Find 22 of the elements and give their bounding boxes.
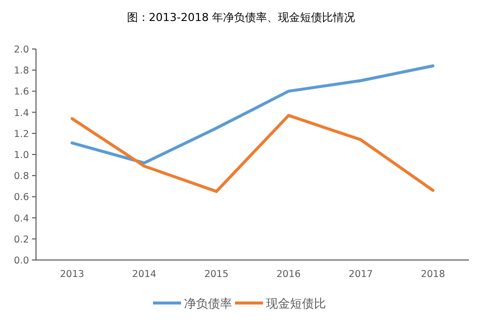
x-tick-label: 2015 [204, 269, 229, 280]
line-series [70, 64, 434, 164]
x-tick-label: 2017 [348, 269, 373, 280]
y-tick-label: 1.0 [14, 150, 29, 161]
y-tick-label: 0.6 [14, 192, 29, 204]
x-tick-label: 2013 [60, 269, 84, 280]
y-tick-label: 0.2 [14, 234, 29, 246]
x-tick-label: 2018 [420, 269, 446, 280]
y-tick-label: 0.0 [14, 256, 29, 266]
y-tick-label: 1.6 [14, 86, 29, 98]
y-tick-label: 1.2 [14, 128, 29, 140]
y-tick-label: 1.4 [14, 108, 29, 119]
x-tick-label: 2014 [132, 269, 156, 280]
line-series [70, 114, 434, 193]
chart-title: 图：2013-2018 年净负债率、现金短债比情况 [126, 11, 356, 24]
legend-label: 现金短债比 [266, 296, 326, 310]
x-tick-label: 2016 [276, 269, 301, 280]
y-tick-label: 0.8 [14, 171, 29, 182]
y-tick-label: 2.0 [14, 44, 29, 56]
y-tick-label: 1.8 [14, 66, 29, 77]
legend-label: 净负债率 [184, 296, 232, 310]
y-tick-label: 0.4 [14, 213, 29, 224]
